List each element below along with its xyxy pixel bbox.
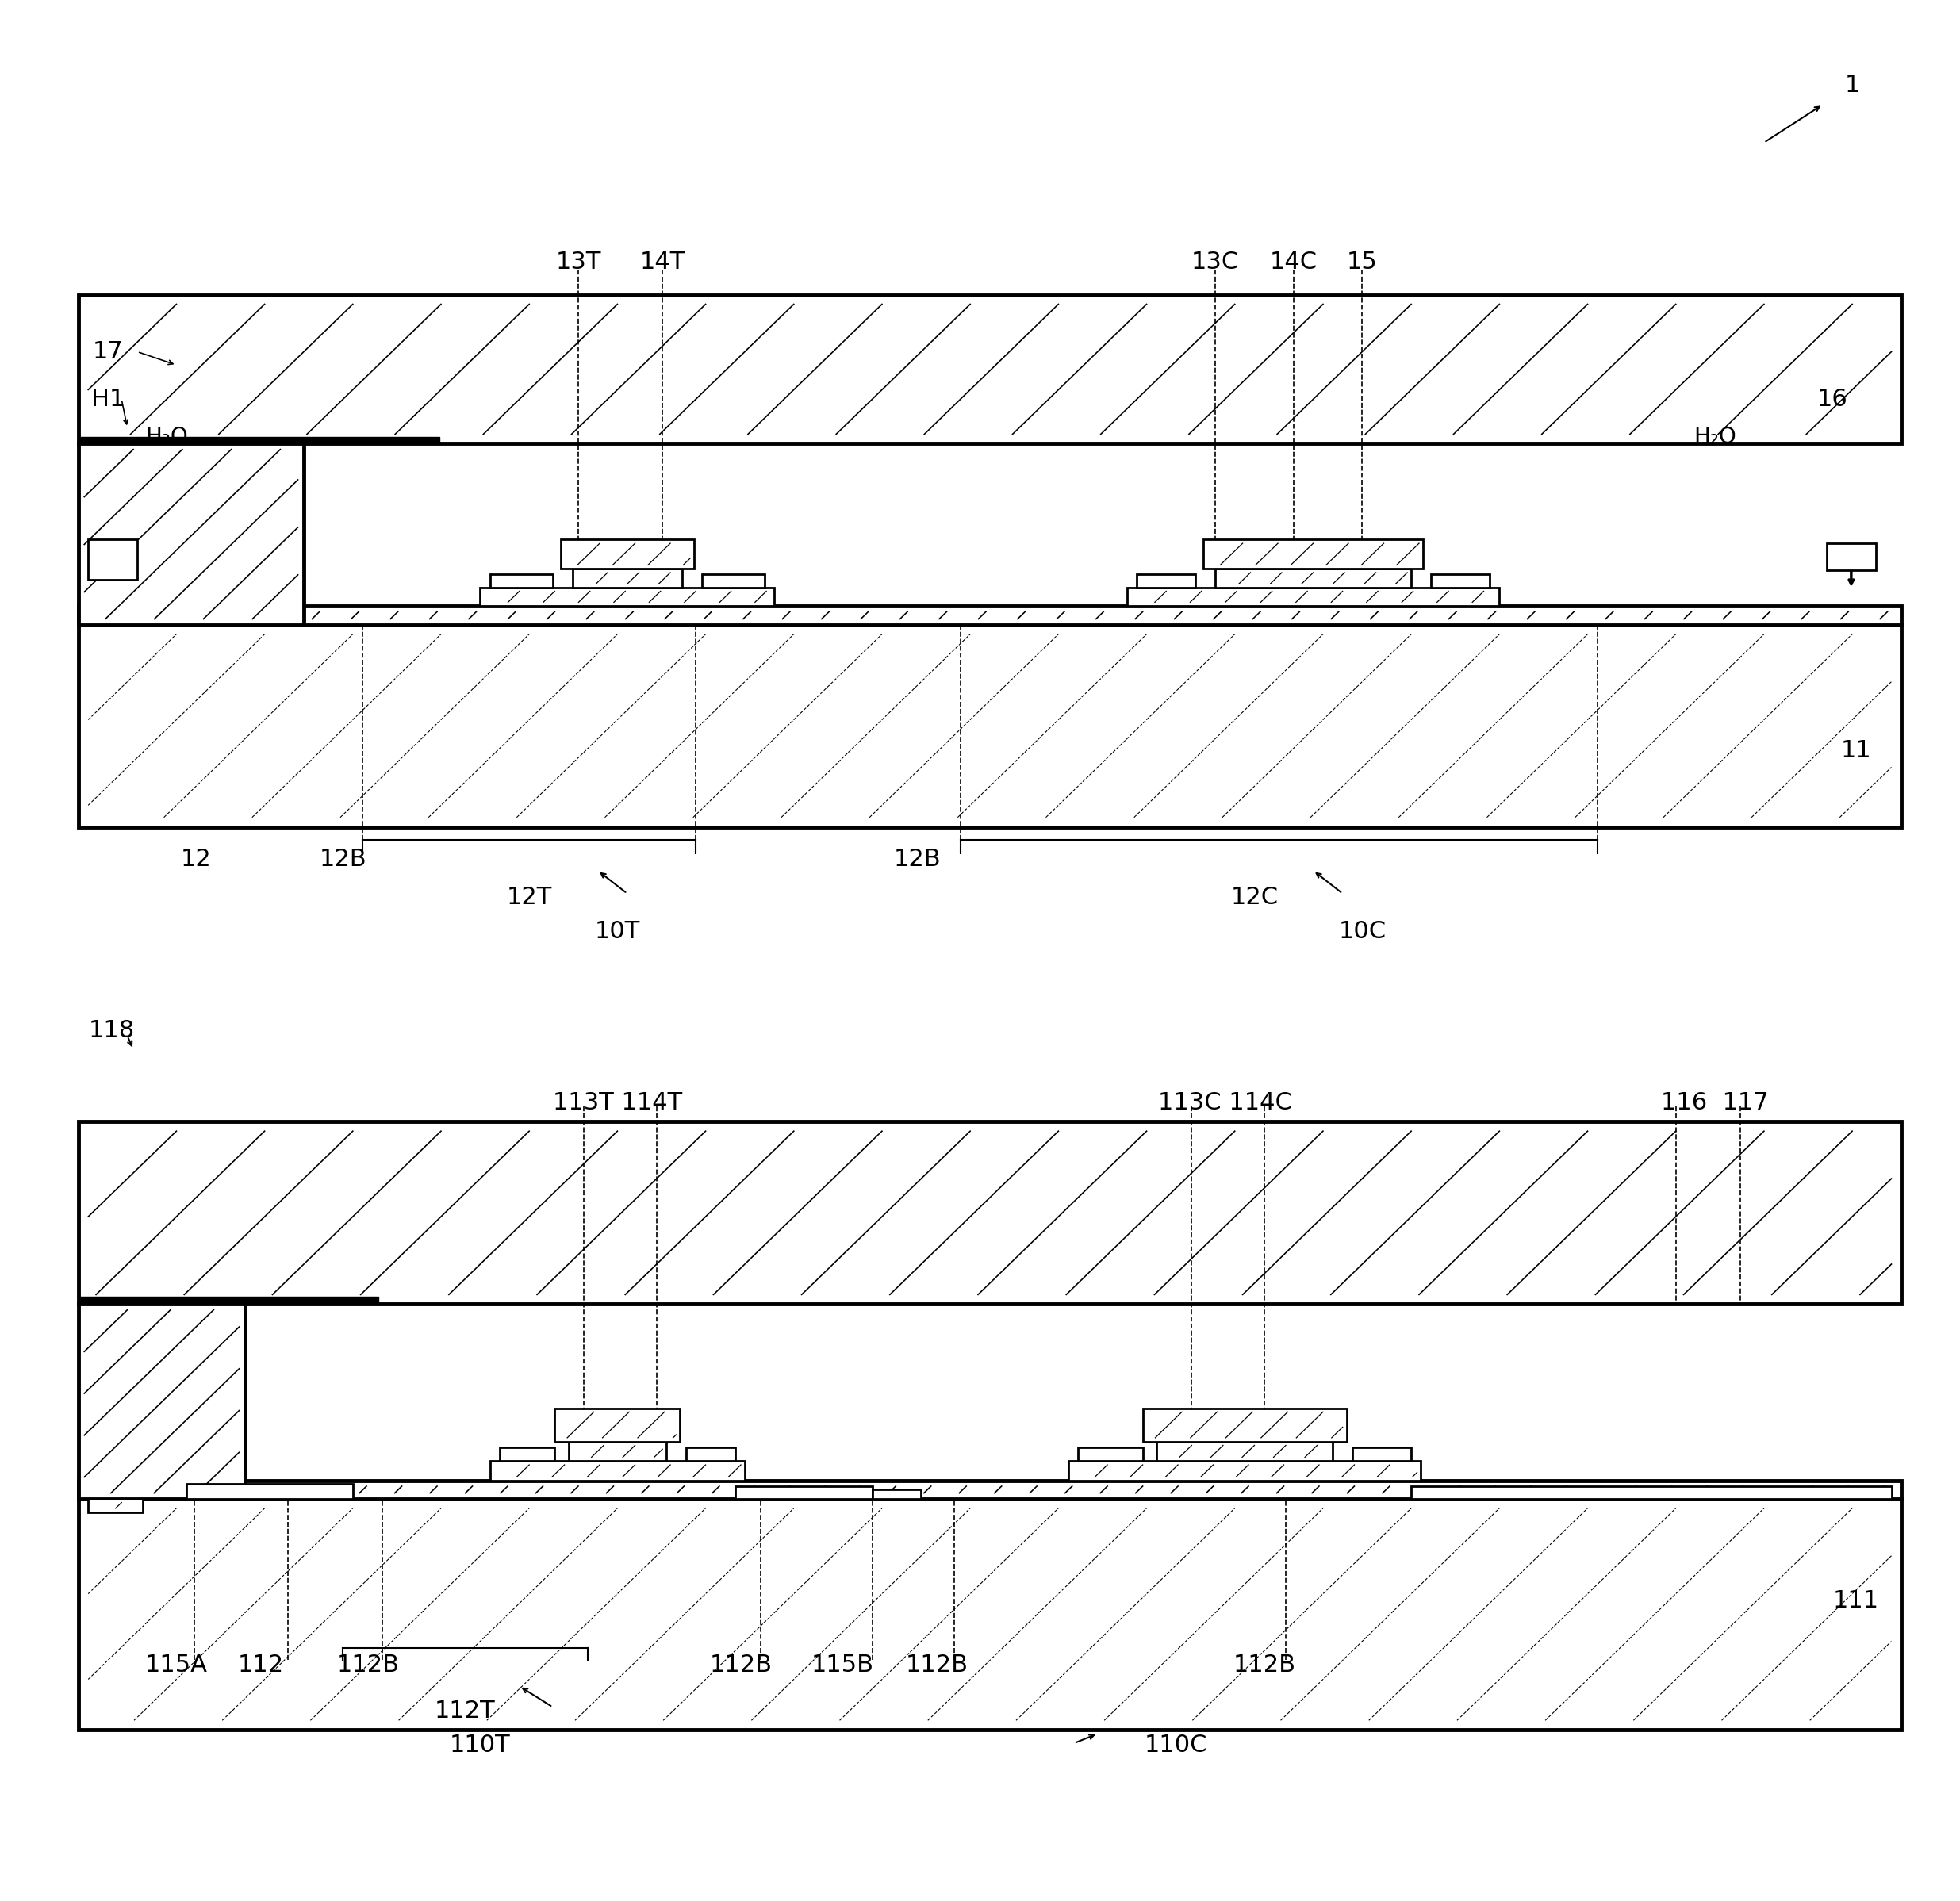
Bar xyxy=(1203,540,1423,568)
Bar xyxy=(78,1304,245,1498)
Bar xyxy=(572,568,682,587)
Bar xyxy=(1215,568,1411,587)
Text: 112T: 112T xyxy=(433,1699,496,1722)
Text: 10T: 10T xyxy=(594,920,641,943)
Bar xyxy=(78,443,304,625)
Bar xyxy=(1431,574,1490,587)
Text: 118: 118 xyxy=(88,1019,135,1042)
Bar xyxy=(78,625,1901,827)
Bar xyxy=(1068,1462,1421,1481)
Bar xyxy=(1411,1487,1891,1498)
Text: 116  117: 116 117 xyxy=(1662,1091,1768,1114)
Text: 112B: 112B xyxy=(906,1654,968,1677)
Bar xyxy=(561,540,694,568)
Bar xyxy=(78,606,1901,625)
Text: 17: 17 xyxy=(92,340,123,363)
Bar xyxy=(702,574,764,587)
Text: 115A: 115A xyxy=(145,1654,208,1677)
Text: H₂O: H₂O xyxy=(1693,426,1737,449)
Text: 112B: 112B xyxy=(710,1654,772,1677)
Bar xyxy=(186,1485,353,1498)
Text: 1: 1 xyxy=(1844,74,1860,97)
Bar xyxy=(1078,1449,1143,1462)
Bar xyxy=(1137,574,1196,587)
Text: H1: H1 xyxy=(90,388,125,411)
Text: 12T: 12T xyxy=(506,886,553,909)
Text: H₂O: H₂O xyxy=(145,426,188,449)
Bar xyxy=(568,1441,666,1462)
Text: 13C: 13C xyxy=(1192,251,1239,274)
Text: 14T: 14T xyxy=(639,251,686,274)
Bar xyxy=(490,574,553,587)
Bar xyxy=(1156,1441,1333,1462)
Text: 113C 114C: 113C 114C xyxy=(1158,1091,1292,1114)
Text: 10C: 10C xyxy=(1339,920,1386,943)
Text: 12C: 12C xyxy=(1231,886,1278,909)
Text: 110T: 110T xyxy=(449,1734,512,1757)
Bar xyxy=(1352,1449,1411,1462)
Bar xyxy=(480,587,774,606)
Bar xyxy=(78,437,439,443)
Bar xyxy=(500,1449,555,1462)
Bar xyxy=(490,1462,745,1481)
Text: 15: 15 xyxy=(1347,251,1378,274)
Bar xyxy=(1143,1409,1347,1441)
Bar xyxy=(78,1481,1901,1498)
Text: 115B: 115B xyxy=(811,1654,874,1677)
Text: 13T: 13T xyxy=(555,251,602,274)
Bar xyxy=(88,540,137,580)
Text: 112B: 112B xyxy=(1233,1654,1296,1677)
Text: 12B: 12B xyxy=(894,848,941,871)
Bar xyxy=(78,1498,1901,1730)
Text: 12B: 12B xyxy=(319,848,367,871)
Bar xyxy=(686,1449,735,1462)
Bar xyxy=(1127,587,1499,606)
Bar xyxy=(78,1296,378,1304)
Text: 11: 11 xyxy=(1840,739,1872,762)
Bar xyxy=(1827,544,1876,570)
Bar xyxy=(78,295,1901,443)
Text: 110C: 110C xyxy=(1145,1734,1207,1757)
Text: 14C: 14C xyxy=(1270,251,1317,274)
Bar xyxy=(735,1487,872,1498)
Bar xyxy=(88,1498,143,1511)
Text: 16: 16 xyxy=(1817,388,1848,411)
Text: 12: 12 xyxy=(180,848,212,871)
Text: 113T 114T: 113T 114T xyxy=(553,1091,682,1114)
Bar xyxy=(872,1490,921,1498)
Text: 112: 112 xyxy=(237,1654,284,1677)
Text: 112B: 112B xyxy=(337,1654,400,1677)
Text: 111: 111 xyxy=(1833,1589,1880,1612)
Bar xyxy=(555,1409,680,1441)
Bar xyxy=(78,1122,1901,1304)
